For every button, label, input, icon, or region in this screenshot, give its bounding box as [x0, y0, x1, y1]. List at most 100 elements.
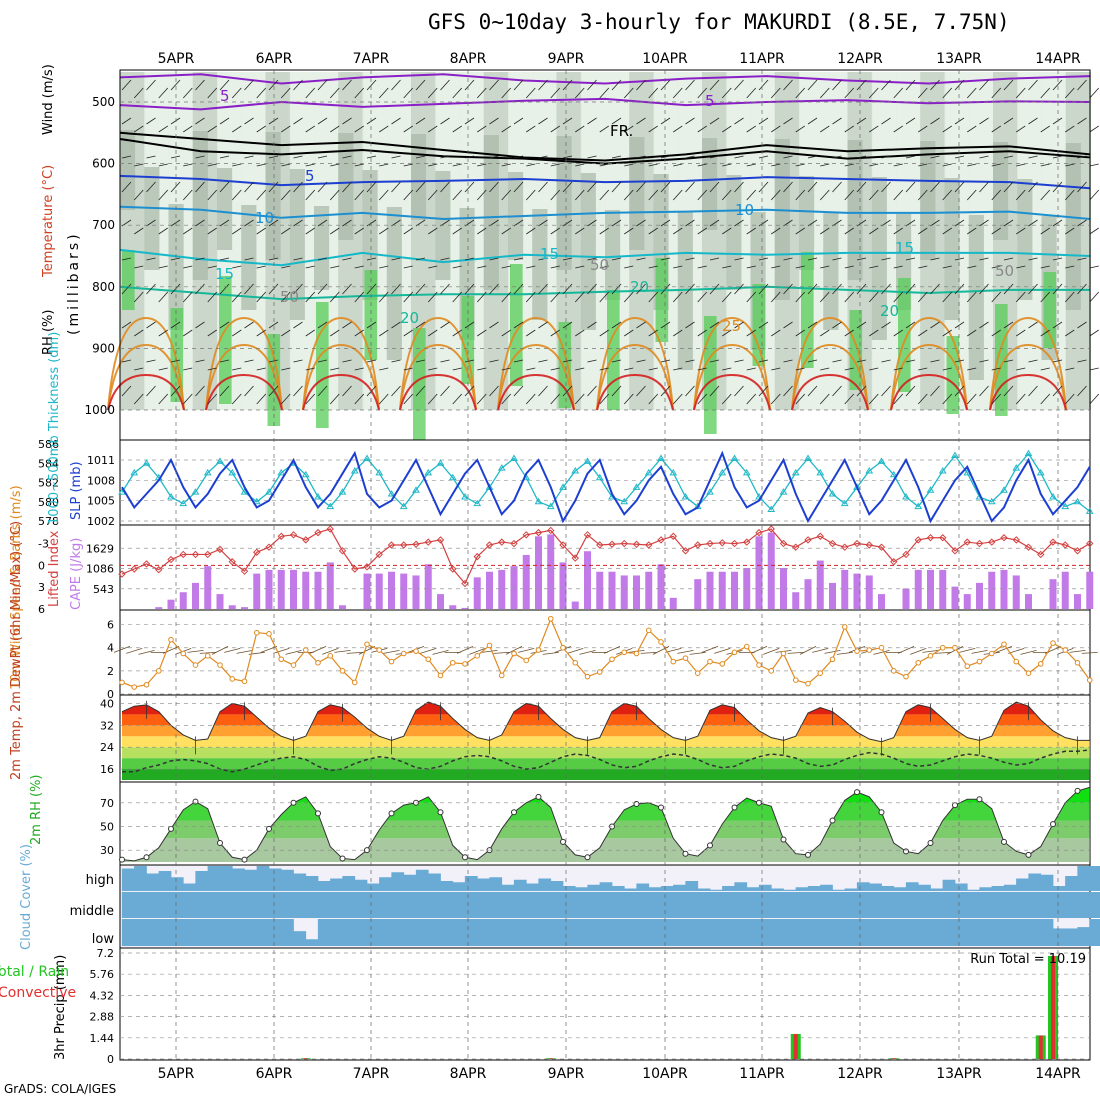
contour-label: 25 — [722, 317, 741, 335]
cloud-cover-bar — [746, 892, 760, 918]
rh-green-cell — [801, 252, 814, 368]
upper-wind-barb — [673, 367, 683, 371]
upper-wind-barb — [709, 155, 720, 159]
upper-wind-barb — [317, 117, 328, 125]
thickness-point — [632, 483, 641, 490]
upper-wind-barb — [1028, 181, 1038, 193]
thickness-point — [669, 468, 678, 476]
upper-wind-barb — [648, 291, 659, 303]
upper-wind-barb — [268, 321, 279, 329]
upper-wind-barb — [317, 385, 328, 397]
upper-wind-barb — [856, 257, 867, 261]
lifted-index-point — [730, 539, 739, 548]
wind-speed-point — [168, 636, 174, 643]
bottom-date-label: 5APR — [158, 1066, 195, 1082]
upper-wind-barb — [366, 79, 377, 91]
upper-wind-barb — [697, 291, 708, 303]
lifted-index-point — [1037, 550, 1045, 559]
upper-wind-barb — [146, 257, 156, 261]
cloud-cover-bar — [844, 888, 858, 891]
bottom-date-label: 11APR — [739, 1066, 785, 1082]
upper-wind-barb — [378, 291, 389, 303]
lifted-index-point — [975, 539, 984, 548]
cloud-cover-bar — [869, 883, 882, 891]
upper-wind-barb — [342, 321, 352, 329]
upper-wind-barb — [378, 393, 389, 405]
cloud-cover-bar — [428, 873, 441, 891]
rh-point — [682, 850, 689, 857]
upper-wind-barb — [391, 321, 401, 329]
upper-wind-barb — [685, 79, 695, 91]
upper-wind-barb — [256, 329, 266, 337]
surface-wind-barb — [910, 647, 927, 655]
cloud-cover-bar — [219, 866, 233, 891]
upper-wind-barb — [967, 265, 977, 269]
upper-wind-barb — [991, 189, 1002, 201]
cloud-cover-bar — [330, 878, 343, 891]
upper-wind-barb — [807, 385, 818, 397]
cloud-cover-bar — [685, 919, 699, 946]
lifted-index-point — [326, 525, 334, 533]
cloud-cover-bar — [648, 892, 662, 918]
upper-wind-barb — [195, 257, 205, 261]
upper-wind-barb — [930, 117, 940, 125]
upper-wind-barb — [966, 87, 977, 99]
upper-wind-barb — [403, 393, 414, 405]
cloud-cover-bar — [244, 892, 258, 918]
thickness-point — [1085, 507, 1094, 514]
upper-wind-barb — [819, 87, 830, 99]
temp-color-band — [122, 736, 1090, 748]
upper-wind-barb — [256, 87, 267, 99]
upper-wind-barb — [819, 189, 830, 201]
wind-speed-point — [964, 663, 971, 670]
wind-speed-point — [290, 662, 297, 668]
cloud-cover-bar — [183, 883, 196, 891]
upper-wind-barb — [562, 79, 573, 91]
rh-point — [1074, 787, 1081, 794]
upper-wind-barb — [660, 283, 671, 295]
cloud-level-label: middle — [70, 904, 114, 919]
upper-wind-barb — [1016, 329, 1026, 337]
upper-wind-barb — [734, 117, 744, 125]
lifted-index-point — [1049, 538, 1057, 546]
upper-wind-barb — [354, 87, 365, 99]
upper-wind-barb — [795, 329, 805, 337]
cloud-cover-bar — [342, 876, 356, 891]
thickness-point — [216, 457, 224, 464]
upper-wind-barb — [183, 163, 193, 167]
surface-wind-barb — [187, 649, 204, 653]
upper-wind-barb — [1003, 257, 1014, 261]
cape-bar — [400, 573, 408, 609]
precip-convective-bar — [793, 1033, 798, 1059]
upper-wind-barb — [979, 79, 989, 91]
cape-bar — [853, 573, 861, 609]
cloud-cover-bar — [746, 919, 760, 946]
upper-wind-barb — [991, 265, 1001, 269]
upper-wind-barb — [562, 321, 573, 329]
temp-color-band — [122, 769, 1090, 780]
cloud-cover-bar — [673, 919, 686, 946]
upper-wind-barb — [1028, 117, 1038, 125]
upper-wind-barb — [783, 79, 793, 91]
cloud-cover-bar — [415, 919, 429, 946]
upper-wind-barb — [574, 189, 585, 201]
upper-wind-barb — [219, 359, 230, 363]
upper-wind-barb — [954, 385, 965, 397]
rh-point — [1001, 838, 1007, 845]
upper-wind-barb — [134, 329, 144, 337]
upper-wind-barb — [746, 265, 756, 269]
upper-wind-barb — [991, 329, 1001, 337]
isotherm-dome — [989, 343, 1067, 411]
lifted-index-point — [681, 547, 690, 555]
upper-wind-barb — [268, 385, 279, 397]
thickness-point — [1000, 486, 1008, 493]
upper-wind-barb — [930, 385, 940, 397]
cloud-cover-bar — [195, 919, 209, 946]
slp-side-labels-right: SLP (mb) — [69, 461, 84, 520]
rh-point — [119, 856, 125, 863]
upper-wind-barb — [207, 189, 218, 201]
upper-wind-barb — [403, 189, 414, 201]
upper-wind-barb — [611, 155, 622, 159]
upper-wind-barb — [575, 367, 585, 371]
cloud-cover-bar — [979, 892, 993, 918]
